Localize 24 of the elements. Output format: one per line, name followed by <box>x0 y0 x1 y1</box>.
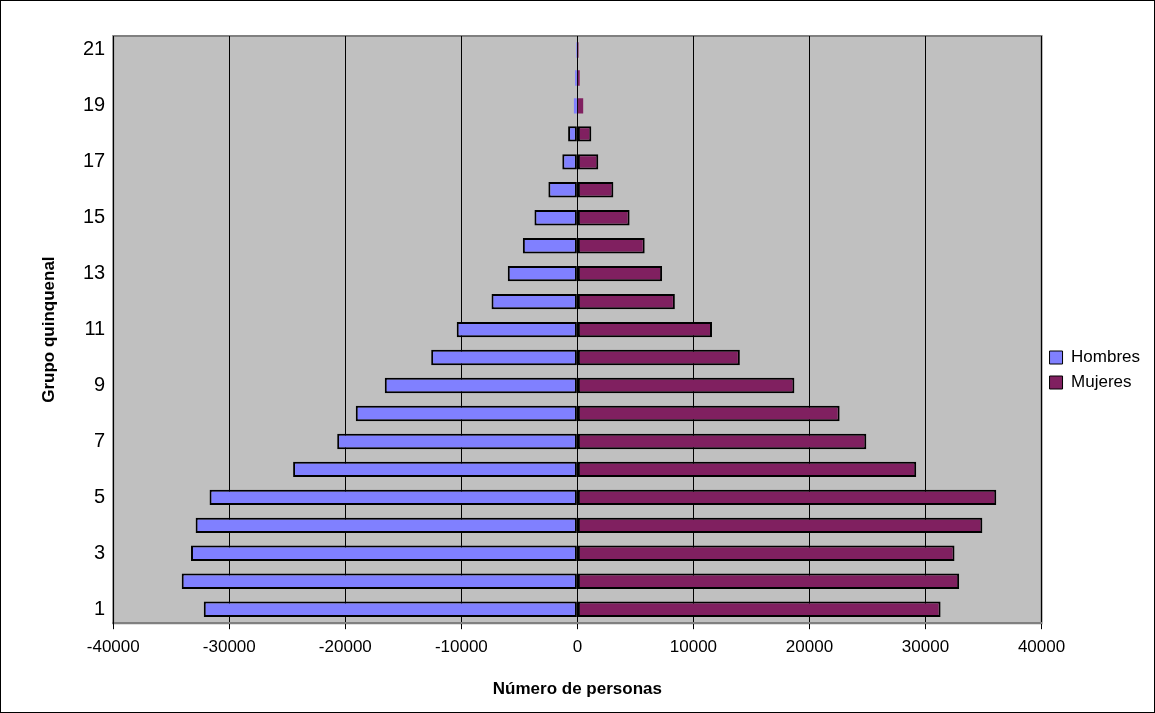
y-axis-title: Grupo quinquenal <box>38 256 58 403</box>
y-tick-label: 3 <box>94 540 106 563</box>
x-tick-label: 20000 <box>785 637 834 657</box>
x-tick-label: -10000 <box>434 637 488 657</box>
y-tick-label: 11 <box>84 317 106 340</box>
y-tick-label: 21 <box>83 37 106 60</box>
x-tick-label: 0 <box>572 637 583 657</box>
x-tick-label: -40000 <box>86 637 140 657</box>
legend-label: Mujeres <box>1071 372 1132 392</box>
y-tick-label: 15 <box>83 205 106 228</box>
x-tick-label: 40000 <box>1017 637 1066 657</box>
y-tick-label: 5 <box>94 484 106 507</box>
y-tick-label: 9 <box>94 373 106 396</box>
x-tick-label: -20000 <box>318 637 372 657</box>
y-tick-label: 7 <box>94 428 106 451</box>
y-tick-label: 17 <box>83 149 106 172</box>
y-tick-label: 19 <box>83 93 106 116</box>
x-tick-label: 30000 <box>901 637 950 657</box>
x-axis-title: Número de personas <box>492 679 662 699</box>
x-tick-label: -30000 <box>202 637 256 657</box>
x-tick-label: 10000 <box>669 637 718 657</box>
legend-label: Hombres <box>1071 347 1141 367</box>
y-tick-label: 13 <box>83 261 106 284</box>
y-tick-label: 1 <box>94 596 106 619</box>
